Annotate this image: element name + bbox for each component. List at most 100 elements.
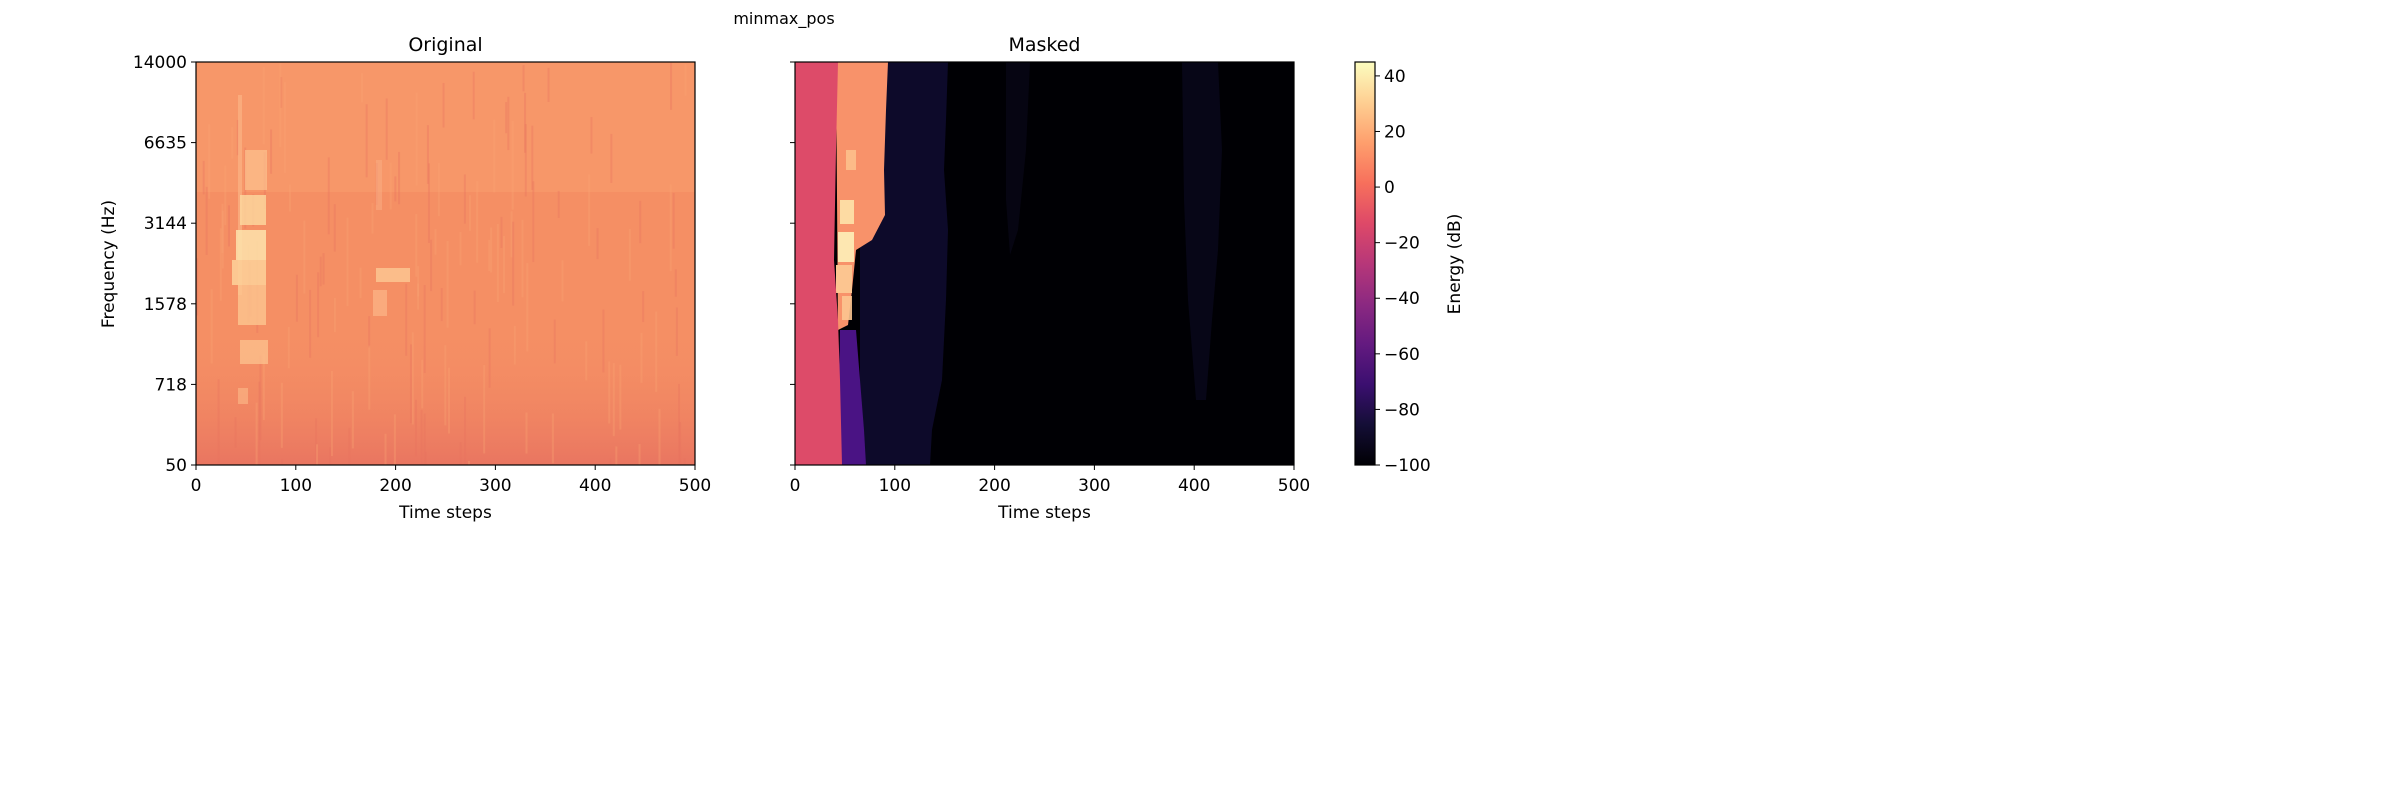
noise-streak: [385, 98, 388, 160]
noise-streak: [393, 414, 396, 465]
noise-streak: [522, 65, 525, 92]
noise-streak: [640, 332, 643, 383]
noise-streak: [510, 211, 513, 258]
noise-streak: [512, 221, 515, 306]
original-x-axis: 0 100 200 300 400 500: [191, 465, 711, 496]
original-y-axis: 50 718 1578 3144 6635 14000: [133, 53, 196, 476]
noise-streak: [315, 418, 318, 465]
noise-streak: [472, 71, 475, 120]
noise-streak: [259, 355, 262, 441]
noise-streak: [384, 433, 387, 465]
harmonic-highlights: [836, 150, 856, 320]
colorbar-ticks: 40 20 0 −20 −40 −60 −80 −100: [1375, 67, 1431, 476]
noise-streak: [464, 396, 467, 465]
noise-streak: [227, 205, 230, 247]
noise-streak: [467, 460, 470, 465]
noise-streak: [208, 124, 211, 199]
colorbar-tick-label: 20: [1384, 122, 1406, 142]
noise-streak: [437, 163, 440, 217]
noise-streak: [409, 344, 412, 424]
original-xlabel: Time steps: [398, 503, 492, 523]
noise-streak: [333, 297, 336, 333]
x-tick-label: 500: [1278, 476, 1310, 496]
noise-streak: [333, 204, 336, 252]
noise-streak: [430, 239, 433, 292]
noise-streak: [672, 192, 675, 249]
noise-streak: [398, 151, 401, 205]
noise-streak: [507, 96, 510, 151]
noise-streak: [500, 216, 503, 248]
noise-streak: [224, 165, 227, 226]
noise-streak: [359, 267, 362, 299]
original-panel: Original 0 100 200 300 400 500: [99, 34, 711, 523]
masked-xlabel: Time steps: [997, 503, 1091, 523]
noise-streak: [675, 307, 678, 356]
noise-streak: [221, 203, 224, 254]
noise-streak: [468, 195, 471, 231]
noise-streak: [532, 181, 535, 263]
colorbar-gradient: [1354, 61, 1376, 466]
noise-streak: [221, 210, 224, 269]
noise-streak: [317, 272, 320, 338]
y-tick-label: 1578: [144, 295, 187, 315]
noise-streak: [493, 119, 496, 193]
faint-secondary-call: [373, 160, 410, 316]
noise-streak: [288, 184, 291, 212]
noise-streak: [476, 181, 479, 263]
noise-streak: [679, 422, 682, 464]
noise-streak: [280, 382, 283, 448]
noise-streak: [459, 442, 462, 465]
noise-streak: [588, 174, 591, 246]
y-tick-label: 718: [155, 375, 187, 395]
x-tick-label: 0: [790, 476, 801, 496]
original-title: Original: [408, 34, 482, 56]
noise-streak: [521, 219, 524, 298]
masked-frame: [794, 61, 1295, 466]
noise-streak: [488, 239, 491, 272]
noise-streak: [371, 203, 374, 234]
noise-streak: [463, 174, 466, 224]
noise-streak: [490, 227, 493, 273]
colorbar-tick-label: −20: [1384, 234, 1420, 254]
figure-title: minmax_pos: [733, 9, 834, 29]
noise-streak: [553, 319, 556, 364]
colorbar-tick-label: −60: [1384, 345, 1420, 365]
noise-streak: [411, 332, 414, 425]
noise-streak: [414, 399, 417, 457]
noise-streak: [360, 73, 363, 103]
noise-streak: [448, 367, 451, 434]
noise-streak: [262, 353, 265, 420]
x-tick-label: 200: [379, 476, 411, 496]
noise-streak: [322, 253, 325, 285]
noise-streak: [442, 82, 445, 128]
y-tick-label: 50: [165, 456, 187, 476]
noise-streak: [639, 200, 642, 244]
noise-streak: [309, 289, 312, 358]
y-tick-label: 14000: [133, 53, 187, 73]
x-tick-label: 500: [679, 476, 711, 496]
noise-streak: [295, 274, 298, 322]
figure: minmax_pos Original: [99, 9, 1465, 523]
noise-streak: [280, 77, 283, 108]
noise-streak: [424, 451, 427, 465]
x-tick-label: 300: [479, 476, 511, 496]
noise-streak: [316, 444, 319, 465]
noise-streak: [255, 402, 258, 465]
noise-streak: [420, 410, 423, 465]
noise-streak: [210, 289, 213, 364]
noise-streak: [524, 92, 527, 153]
orange-region: [836, 62, 888, 330]
noise-streak: [427, 163, 430, 243]
colorbar-tick-label: −40: [1384, 289, 1420, 309]
x-tick-label: 0: [191, 476, 202, 496]
noise-streak: [415, 214, 418, 277]
noise-streak: [655, 311, 658, 392]
noise-streak: [342, 464, 345, 465]
noise-streak: [196, 258, 199, 316]
noise-streak: [426, 125, 429, 184]
noise-streak: [368, 316, 371, 348]
noise-streak: [513, 325, 516, 365]
noise-streak: [670, 62, 673, 110]
noise-streak: [415, 92, 418, 186]
masked-heatmap: [795, 62, 1294, 465]
